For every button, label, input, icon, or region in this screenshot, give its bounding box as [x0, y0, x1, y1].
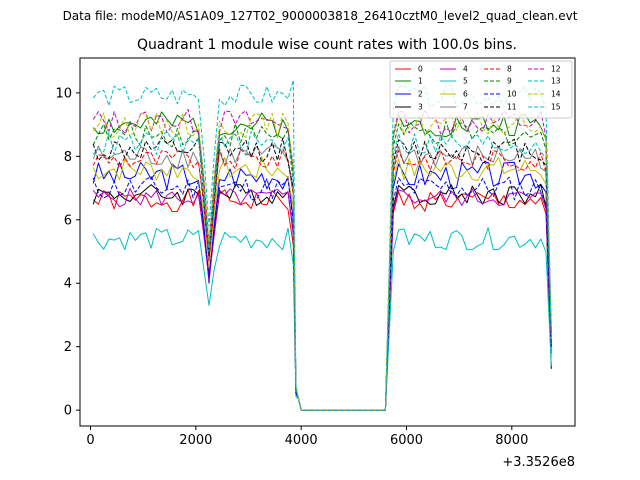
legend-label-13: 13 [551, 77, 561, 86]
axes-frame [79, 57, 576, 427]
legend-label-15: 15 [551, 103, 561, 112]
x-tick-label: 2000 [179, 433, 212, 448]
series-line-3 [92, 183, 552, 411]
x-tick-label: 6000 [390, 433, 423, 448]
x-tick-label: 4000 [285, 433, 318, 448]
plot-area [92, 79, 552, 411]
legend-box [389, 60, 573, 119]
y-tick-label: 0 [64, 404, 72, 419]
series-line-7 [92, 144, 552, 411]
legend-label-9: 9 [507, 77, 512, 86]
series-line-11 [92, 136, 552, 411]
y-tick-label: 4 [64, 277, 72, 292]
y-tick-label: 6 [64, 213, 72, 228]
series-line-2 [92, 161, 552, 411]
x-tick-label: 8000 [495, 433, 528, 448]
legend-label-14: 14 [551, 90, 561, 99]
legend-label-1: 1 [418, 77, 423, 86]
series-line-8 [92, 148, 552, 411]
series-line-13 [92, 79, 552, 411]
legend-label-0: 0 [418, 65, 423, 74]
series-line-6 [92, 156, 552, 411]
legend-label-7: 7 [463, 103, 468, 112]
x-offset-label: +3.3526e8 [502, 455, 575, 470]
legend-label-8: 8 [507, 65, 512, 74]
series-line-4 [92, 187, 552, 411]
y-tick-label: 10 [55, 86, 72, 101]
x-axis: 0 2000 4000 6000 8000 [86, 426, 528, 448]
series-line-15 [92, 130, 552, 411]
legend-label-10: 10 [507, 90, 517, 99]
x-tick-label: 0 [86, 433, 94, 448]
y-tick-label: 2 [64, 340, 72, 355]
series-line-5 [92, 227, 552, 411]
series-line-10 [92, 176, 552, 411]
y-tick-label: 8 [64, 150, 72, 165]
legend-label-2: 2 [418, 90, 423, 99]
legend-label-4: 4 [463, 65, 468, 74]
chart-title: Quadrant 1 module wise count rates with … [137, 37, 517, 53]
series-line-9 [92, 121, 552, 411]
y-axis: 0 2 4 6 8 10 [55, 86, 80, 419]
legend-label-3: 3 [418, 103, 423, 112]
legend-label-12: 12 [551, 65, 561, 74]
legend-label-5: 5 [463, 77, 468, 86]
legend-label-11: 11 [507, 103, 517, 112]
figure-suptitle: Data file: modeM0/AS1A09_127T02_90000038… [63, 9, 578, 23]
series-line-0 [92, 189, 552, 411]
legend-label-6: 6 [463, 90, 468, 99]
